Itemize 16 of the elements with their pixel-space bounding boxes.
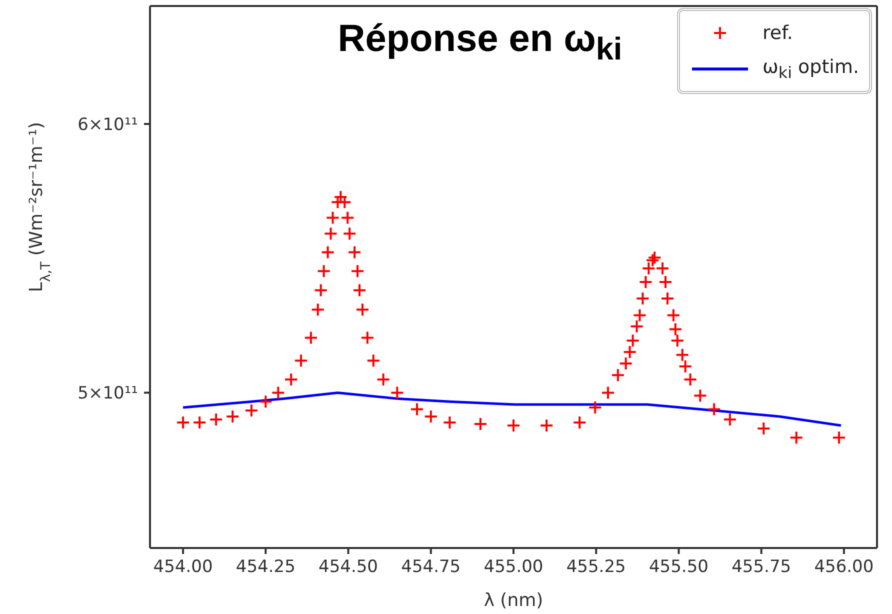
legend-label: ω$_{ki}$ optim. [762,56,859,82]
x-tick-label: 454.50 [318,557,378,577]
y-tick-label: 5×10¹¹ [78,384,138,404]
x-tick-label: 455.50 [648,557,708,577]
chart-title: Réponse en ω$_{ki}$ [336,18,624,68]
x-axis-title: λ (nm) [484,590,544,611]
x-tick-label: 454.75 [401,557,461,577]
x-tick-label: 456.00 [814,557,874,577]
legend-label: ref. [762,22,793,44]
line-series [182,391,842,427]
x-tick-label: 454.00 [153,557,213,577]
y-tick-label: 6×10¹¹ [78,114,138,135]
x-tick-label: 455.00 [484,557,544,577]
x-tick-label: 455.25 [566,557,626,577]
x-tick-label: 454.25 [236,557,296,577]
x-tick-label: 455.75 [732,557,792,577]
